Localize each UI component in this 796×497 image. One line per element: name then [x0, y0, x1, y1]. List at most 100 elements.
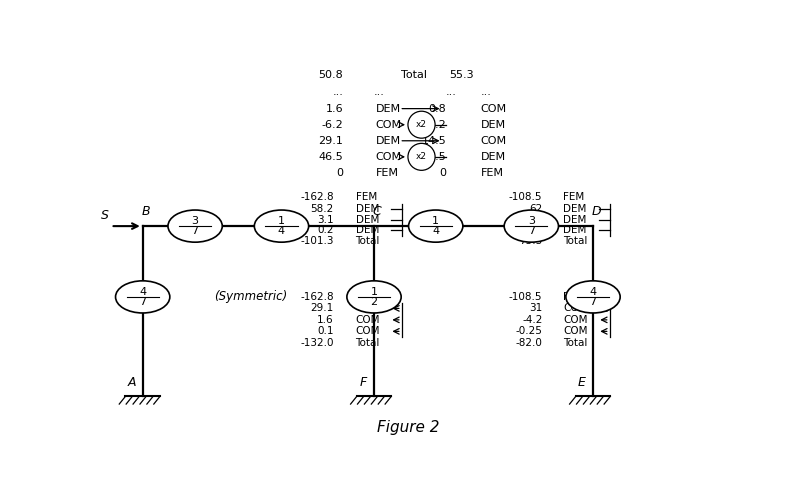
Text: DEM: DEM	[356, 215, 379, 225]
Text: DEM: DEM	[376, 103, 401, 114]
Text: 50.8: 50.8	[318, 70, 343, 80]
Text: 0: 0	[439, 168, 447, 178]
Text: COM: COM	[564, 303, 588, 314]
Text: COM: COM	[356, 327, 380, 336]
Text: 4: 4	[139, 287, 146, 297]
Text: DEM: DEM	[481, 120, 506, 130]
Text: 0: 0	[336, 168, 343, 178]
Text: 46.5: 46.5	[318, 152, 343, 162]
Text: E: E	[578, 376, 586, 389]
Text: DEM: DEM	[564, 225, 587, 235]
Text: B: B	[142, 205, 150, 218]
Text: -132.0: -132.0	[300, 338, 334, 348]
Text: D: D	[591, 205, 601, 218]
Text: 1.6: 1.6	[318, 315, 334, 325]
Text: FEM: FEM	[481, 168, 504, 178]
Text: COM: COM	[564, 315, 588, 325]
Text: -0.25: -0.25	[516, 327, 542, 336]
Text: -108.5: -108.5	[509, 292, 542, 302]
Text: -82.0: -82.0	[516, 338, 542, 348]
Text: FEM: FEM	[356, 292, 377, 302]
Ellipse shape	[504, 210, 559, 242]
Text: 7: 7	[139, 297, 146, 307]
Text: COM: COM	[376, 120, 402, 130]
Text: 4: 4	[590, 287, 596, 297]
Text: FEM: FEM	[376, 168, 399, 178]
Text: FEM: FEM	[564, 292, 584, 302]
Text: 3.1: 3.1	[318, 215, 334, 225]
Text: FEM: FEM	[356, 192, 377, 202]
Ellipse shape	[566, 281, 620, 313]
Text: 3: 3	[528, 216, 535, 226]
Text: -101.3: -101.3	[300, 236, 334, 246]
Text: 29.1: 29.1	[318, 136, 343, 146]
Ellipse shape	[168, 210, 222, 242]
Text: -6.2: -6.2	[322, 120, 343, 130]
Text: F: F	[359, 376, 366, 389]
Text: 0.1: 0.1	[318, 327, 334, 336]
Text: COM: COM	[481, 136, 507, 146]
Text: Total: Total	[356, 236, 380, 246]
Text: -162.8: -162.8	[300, 192, 334, 202]
Text: 29.1: 29.1	[310, 303, 334, 314]
Text: COM: COM	[376, 152, 402, 162]
Text: Figure 2: Figure 2	[377, 419, 439, 434]
Text: -0.5: -0.5	[522, 225, 542, 235]
Text: -108.5: -108.5	[509, 192, 542, 202]
Text: Total: Total	[356, 338, 380, 348]
Text: DEM: DEM	[481, 152, 506, 162]
Text: COM: COM	[356, 315, 380, 325]
Text: 0.2: 0.2	[318, 225, 334, 235]
Text: 55.3: 55.3	[449, 70, 474, 80]
Text: COM: COM	[481, 103, 507, 114]
Text: 4: 4	[278, 226, 285, 236]
Text: COM: COM	[564, 327, 588, 336]
Text: Total: Total	[564, 236, 587, 246]
Ellipse shape	[408, 210, 462, 242]
Text: 14.5: 14.5	[421, 136, 447, 146]
Text: -6.2: -6.2	[424, 120, 447, 130]
Ellipse shape	[115, 281, 170, 313]
Text: 0.8: 0.8	[428, 103, 447, 114]
Text: COM: COM	[356, 303, 380, 314]
Text: 3: 3	[192, 216, 199, 226]
Text: DEM: DEM	[376, 136, 401, 146]
Text: C: C	[373, 205, 381, 218]
Text: -8.3: -8.3	[522, 215, 542, 225]
Text: ...: ...	[373, 87, 384, 97]
Text: FEM: FEM	[564, 192, 584, 202]
Text: DEM: DEM	[564, 215, 587, 225]
Text: DEM: DEM	[356, 204, 379, 214]
Text: 1: 1	[370, 287, 377, 297]
Text: 1: 1	[278, 216, 285, 226]
Text: x2: x2	[416, 120, 427, 129]
Text: 1: 1	[432, 216, 439, 226]
Ellipse shape	[408, 111, 435, 138]
Text: ...: ...	[481, 87, 492, 97]
Text: ...: ...	[332, 87, 343, 97]
Ellipse shape	[408, 143, 435, 170]
Text: 7: 7	[192, 226, 199, 236]
Text: DEM: DEM	[356, 225, 379, 235]
Text: DEM: DEM	[564, 204, 587, 214]
Text: x2: x2	[416, 153, 427, 162]
Ellipse shape	[255, 210, 309, 242]
Text: 1.6: 1.6	[326, 103, 343, 114]
Text: -162.8: -162.8	[300, 292, 334, 302]
Text: A: A	[127, 376, 136, 389]
Text: 7: 7	[590, 297, 596, 307]
Text: 2: 2	[370, 297, 377, 307]
Text: 73.3: 73.3	[519, 236, 542, 246]
Text: (Symmetric): (Symmetric)	[214, 290, 287, 303]
Text: 4: 4	[432, 226, 439, 236]
Text: ...: ...	[447, 87, 457, 97]
Text: 46.5: 46.5	[421, 152, 447, 162]
Text: -4.2: -4.2	[522, 315, 542, 325]
Text: 7: 7	[528, 226, 535, 236]
Text: 31: 31	[529, 303, 542, 314]
Text: Total: Total	[564, 338, 587, 348]
Text: 58.2: 58.2	[310, 204, 334, 214]
Text: Total: Total	[401, 70, 427, 80]
Text: 62: 62	[529, 204, 542, 214]
Ellipse shape	[347, 281, 401, 313]
